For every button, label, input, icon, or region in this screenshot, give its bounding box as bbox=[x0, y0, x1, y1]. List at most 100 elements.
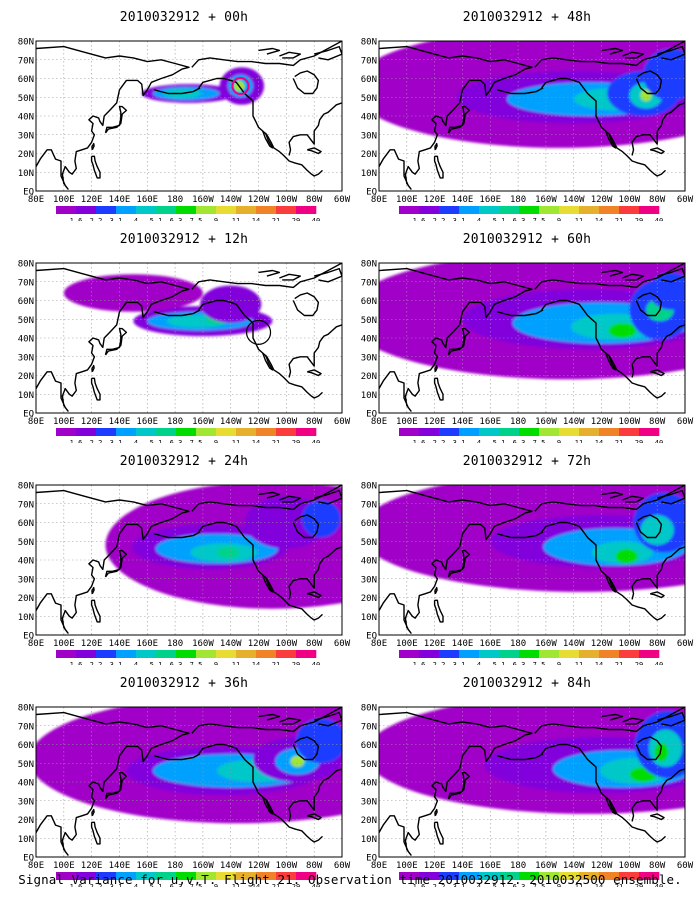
colorbar-label: 21 bbox=[272, 217, 280, 221]
coastline bbox=[534, 485, 685, 512]
colorbar-swatch bbox=[176, 872, 197, 880]
lat-tick-label: 10N bbox=[18, 835, 34, 845]
lon-tick-label: 120E bbox=[424, 417, 446, 427]
colorbar-label: 14 bbox=[252, 217, 260, 221]
lon-tick-label: 140E bbox=[109, 195, 131, 205]
lon-tick-label: 100E bbox=[396, 417, 418, 427]
colorbar-label: 6.3 bbox=[513, 439, 526, 443]
lon-tick-label: 180 bbox=[167, 417, 183, 427]
lon-tick-label: 140E bbox=[452, 639, 474, 649]
lat-tick-label: 20N bbox=[18, 816, 34, 826]
colorbar-label: 3.1 bbox=[110, 217, 123, 221]
coastline bbox=[657, 711, 685, 727]
colorbar-swatch bbox=[519, 206, 540, 214]
colorbar-swatch bbox=[196, 206, 217, 214]
colorbar-label: 11 bbox=[232, 439, 240, 443]
lat-tick-label: 30N bbox=[18, 797, 34, 807]
coastline bbox=[288, 102, 342, 156]
lon-tick-label: 120W bbox=[591, 195, 613, 205]
lon-tick-label: 80E bbox=[371, 195, 387, 205]
colorbar-swatch bbox=[76, 206, 97, 214]
lat-tick-label: 30N bbox=[361, 131, 377, 141]
colorbar-label: 6.3 bbox=[170, 661, 183, 665]
lon-tick-label: 100W bbox=[276, 417, 298, 427]
lon-tick-label: 120W bbox=[248, 861, 270, 871]
lat-tick-label: 60N bbox=[18, 519, 34, 529]
colorbar-swatch bbox=[599, 872, 620, 880]
colorbar-label: 2.2 bbox=[433, 661, 446, 665]
colorbar-swatch bbox=[116, 872, 137, 880]
coastline bbox=[90, 155, 101, 179]
coastline bbox=[104, 105, 128, 134]
lon-tick-label: 100E bbox=[53, 195, 75, 205]
colorbar-swatch bbox=[639, 872, 660, 880]
coastline bbox=[434, 364, 438, 373]
lon-tick-label: 120E bbox=[424, 861, 446, 871]
lon-tick-label: 100W bbox=[619, 639, 641, 649]
coastline bbox=[657, 267, 685, 283]
colorbar-label: 21 bbox=[272, 439, 280, 443]
panel-title: 2010032912 + 84h bbox=[462, 676, 592, 691]
lon-tick-label: 180 bbox=[167, 861, 183, 871]
lon-tick-label: 80W bbox=[649, 417, 666, 427]
colorbar-swatch bbox=[499, 428, 520, 436]
coastline bbox=[307, 369, 322, 377]
colorbar-label: 40 bbox=[655, 661, 663, 665]
colorbar-label: 29 bbox=[292, 661, 300, 665]
colorbar-swatch bbox=[439, 650, 460, 658]
colorbar-swatch bbox=[276, 206, 297, 214]
lat-tick-label: 40N bbox=[18, 113, 34, 123]
map-panel-24h: 2010032912 + 24h 80N 70N 60N 50N 40N 30N 20N 10N… bbox=[14, 444, 354, 666]
coastline bbox=[657, 45, 685, 61]
colorbar-label: 5.1 bbox=[493, 439, 506, 443]
colorbar-swatch bbox=[236, 206, 257, 214]
lat-tick-label: 40N bbox=[18, 335, 34, 345]
coastline bbox=[90, 599, 101, 623]
lon-tick-label: 180 bbox=[167, 639, 183, 649]
colorbar-swatch bbox=[499, 650, 520, 658]
map-panel-12h: 2010032912 + 12h 80N 70N 60N 50N 40N 30N 20N 10N… bbox=[14, 222, 354, 444]
lat-tick-label: EQ bbox=[23, 632, 34, 642]
colorbar-label: 9 bbox=[214, 439, 218, 443]
colorbar-swatch bbox=[256, 206, 277, 214]
lon-tick-label: 60W bbox=[334, 195, 351, 205]
figure-caption: Signal Variance for u,v,T. Flight 21. Ob… bbox=[18, 872, 682, 887]
colorbar-swatch bbox=[256, 428, 277, 436]
colorbar-swatch bbox=[419, 206, 440, 214]
colorbar-label: 4 bbox=[134, 661, 138, 665]
coastline bbox=[191, 263, 342, 290]
variance-contour bbox=[640, 89, 652, 101]
colorbar-swatch bbox=[136, 428, 157, 436]
colorbar-swatch bbox=[419, 872, 440, 880]
coastline bbox=[379, 45, 533, 190]
colorbar-label: 9 bbox=[557, 217, 561, 221]
lon-tick-label: 80E bbox=[28, 417, 44, 427]
colorbar-swatch bbox=[96, 206, 117, 214]
colorbar-label: 11 bbox=[575, 661, 583, 665]
lon-tick-label: 140E bbox=[452, 195, 474, 205]
colorbar-swatch bbox=[539, 650, 560, 658]
lon-tick-label: 140W bbox=[220, 195, 242, 205]
colorbar-label: 14 bbox=[595, 661, 603, 665]
coastline bbox=[258, 491, 281, 499]
lat-tick-label: 80N bbox=[361, 704, 377, 714]
coastline bbox=[650, 813, 665, 821]
lat-tick-label: 60N bbox=[361, 741, 377, 751]
coastline bbox=[605, 130, 617, 149]
colorbar-swatch bbox=[439, 206, 460, 214]
coastline bbox=[262, 796, 274, 815]
coastline bbox=[534, 707, 685, 734]
colorbar-swatch bbox=[479, 872, 500, 880]
colorbar-swatch bbox=[116, 650, 137, 658]
coastline bbox=[288, 768, 342, 822]
panel-title: 2010032912 + 12h bbox=[119, 232, 249, 247]
colorbar-swatch bbox=[519, 872, 540, 880]
colorbar-label: 5.1 bbox=[150, 439, 163, 443]
coastline bbox=[258, 47, 281, 55]
lon-tick-label: 60W bbox=[677, 195, 694, 205]
colorbar-label: 7.5 bbox=[190, 661, 203, 665]
coastline bbox=[258, 713, 281, 721]
colorbar-label: 40 bbox=[312, 883, 320, 887]
lat-tick-label: 20N bbox=[18, 594, 34, 604]
